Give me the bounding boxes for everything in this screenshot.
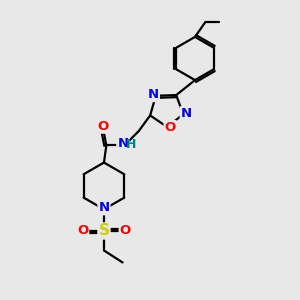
Text: O: O	[120, 224, 131, 238]
Text: O: O	[98, 120, 109, 133]
Text: O: O	[164, 121, 176, 134]
Text: N: N	[148, 88, 159, 101]
Text: H: H	[126, 138, 136, 151]
Text: N: N	[117, 137, 128, 150]
Text: O: O	[77, 224, 88, 238]
Text: N: N	[181, 107, 192, 120]
Text: N: N	[98, 201, 110, 214]
Text: S: S	[98, 224, 110, 238]
